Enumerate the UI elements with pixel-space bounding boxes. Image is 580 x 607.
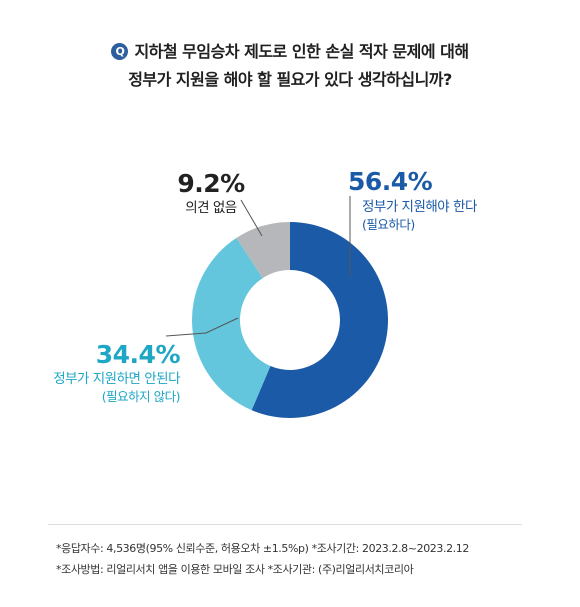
donut-slice-support — [251, 222, 388, 418]
slice-label-oppose-name: 정부가 지원하면 안된다 — [53, 371, 181, 387]
slice-label-no-opinion-name: 의견 없음 — [185, 200, 237, 216]
donut-chart: 56.4% 정부가 지원해야 한다 (필요하다) 34.4% 정부가 지원하면 … — [53, 167, 478, 418]
question-title: Q 지하철 무임승차 제도로 인한 손실 적자 문제에 대해 정부가 지원을 해야… — [0, 38, 580, 94]
slice-label-support-sub: (필요하다) — [362, 217, 415, 232]
footer-divider — [48, 524, 522, 525]
leader-line-no-opinion — [240, 199, 263, 237]
slice-label-support-name: 정부가 지원해야 한다 — [362, 199, 478, 215]
donut-slice-oppose — [192, 237, 271, 411]
leader-line-oppose — [165, 317, 239, 337]
survey-note-line-2: *조사방법: 리얼리서치 앱을 이용한 모바일 조사 *조사기관: (주)리얼리… — [56, 563, 414, 576]
donut-slice-no-opinion — [236, 222, 290, 279]
survey-notes: *응답자수: 4,536명(95% 신뢰수준, 허용오차 ±1.5%p) *조사… — [56, 538, 536, 580]
slice-label-support-percent: 56.4% — [348, 167, 433, 196]
survey-note-line-1: *응답자수: 4,536명(95% 신뢰수준, 허용오차 ±1.5%p) *조사… — [56, 542, 469, 555]
question-line-1-text: 지하철 무임승차 제도로 인한 손실 적자 문제에 대해 — [134, 42, 469, 61]
donut-slices — [192, 222, 388, 418]
leader-lines — [165, 196, 351, 337]
slice-label-oppose-sub: (필요하지 않다) — [102, 389, 180, 404]
q-badge-icon: Q — [111, 43, 129, 60]
slice-label-oppose-percent: 34.4% — [96, 340, 181, 369]
slice-label-no-opinion-percent: 9.2% — [177, 169, 245, 198]
question-line-1: Q 지하철 무임승차 제도로 인한 손실 적자 문제에 대해 — [0, 38, 580, 66]
question-line-2: 정부가 지원을 해야 할 필요가 있다 생각하십니까? — [128, 70, 452, 89]
